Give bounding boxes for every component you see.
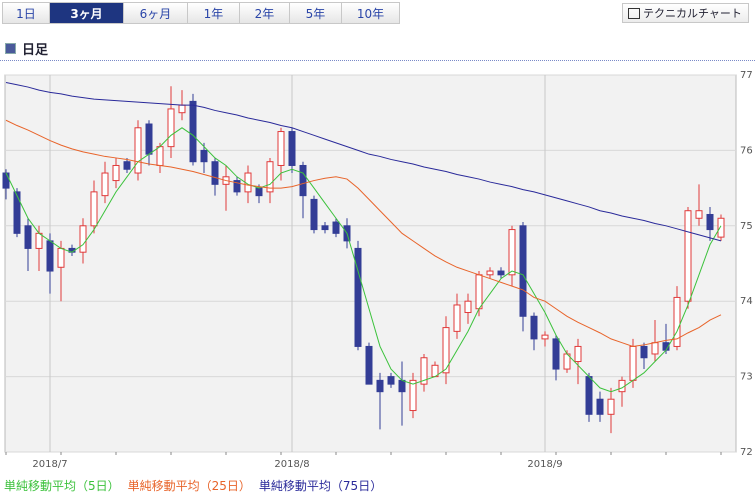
ma-line	[5, 82, 722, 242]
candle-body	[2, 172, 10, 189]
candle-body	[530, 315, 538, 340]
plot-area	[4, 74, 737, 453]
candle-body	[332, 221, 340, 234]
candle-body	[376, 379, 384, 393]
candle-body	[365, 345, 373, 385]
period-tab[interactable]: 2年	[240, 2, 290, 24]
candle-body	[354, 247, 362, 347]
candle-body	[629, 345, 637, 381]
candle-body	[519, 225, 527, 317]
candle-body	[574, 345, 582, 363]
candle-body	[299, 164, 307, 197]
candle-body	[497, 270, 505, 276]
candle-body	[46, 240, 54, 272]
candle-body	[178, 104, 186, 114]
legend-entry: 単純移動平均（75日）	[258, 479, 383, 493]
candle-body	[684, 210, 692, 302]
y-tick-label: 77	[740, 70, 753, 81]
candle-body	[255, 187, 263, 197]
candle-body	[464, 300, 472, 314]
candle-body	[541, 334, 549, 340]
candle-body	[167, 108, 175, 148]
candle-body	[156, 146, 164, 166]
candle-body	[585, 376, 593, 415]
candle-body	[90, 191, 98, 227]
candle-body	[321, 225, 329, 231]
x-tick-label: 2018/9	[527, 459, 562, 470]
candle-body	[673, 296, 681, 347]
candle-body	[717, 217, 725, 238]
candle-body	[79, 225, 87, 253]
candle-body	[189, 100, 197, 163]
candle-body	[552, 338, 560, 370]
candle-body	[200, 149, 208, 163]
period-tab[interactable]: 1日	[2, 2, 50, 24]
candle-body	[13, 191, 21, 234]
candle-body	[35, 232, 43, 249]
candle-body	[508, 229, 516, 276]
ma-line	[5, 119, 722, 347]
x-tick-label: 2018/8	[274, 459, 309, 470]
y-tick-label: 75	[740, 221, 753, 232]
period-tab[interactable]: 3ヶ月	[50, 2, 124, 24]
y-tick-label: 73	[740, 372, 753, 383]
candle-body	[123, 161, 131, 170]
candle-body	[706, 213, 714, 231]
legend-entry: 単純移動平均（5日）	[4, 479, 120, 493]
divider	[0, 60, 755, 61]
candle-body	[112, 164, 120, 182]
candle-body	[475, 274, 483, 310]
period-tab[interactable]: 1年	[188, 2, 240, 24]
candle-body	[233, 180, 241, 193]
candle-body	[695, 210, 703, 219]
candle-body	[387, 376, 395, 385]
section-header: 日足	[0, 38, 755, 60]
period-tab[interactable]: 6ヶ月	[124, 2, 188, 24]
y-tick-label: 72	[740, 447, 753, 458]
candle-body	[145, 123, 153, 155]
technical-chart-button[interactable]: テクニカルチャート	[622, 3, 749, 23]
y-tick-label: 76	[740, 145, 753, 156]
candle-body	[651, 342, 659, 355]
candle-body	[57, 247, 65, 268]
candle-body	[101, 172, 109, 197]
candle-body	[24, 225, 32, 249]
candle-body	[266, 161, 274, 193]
period-tabs: 1日 3ヶ月 6ヶ月 1年 2年 5年 10年	[2, 2, 400, 24]
candle-body	[607, 398, 615, 415]
candle-body	[277, 131, 285, 166]
period-tab[interactable]: 5年	[290, 2, 342, 24]
y-tick-label: 74	[740, 296, 753, 307]
candle-body	[211, 161, 219, 185]
button-label: テクニカルチャート	[643, 7, 742, 20]
candle-body	[442, 327, 450, 374]
section-title: 日足	[22, 43, 49, 58]
candle-body	[453, 304, 461, 332]
legend: 単純移動平均（5日） 単純移動平均（25日） 単純移動平均（75日）	[4, 477, 390, 493]
candle-body	[398, 379, 406, 393]
candle-body	[409, 379, 417, 412]
candle-body	[640, 345, 648, 359]
candle-body	[134, 127, 142, 174]
candle-body	[486, 270, 494, 276]
legend-entry: 単純移動平均（25日）	[127, 479, 251, 493]
x-tick-label: 2018/7	[32, 459, 67, 470]
candle-body	[288, 131, 296, 166]
period-tab[interactable]: 10年	[342, 2, 400, 24]
ma-line	[5, 127, 722, 393]
candle-body	[596, 398, 604, 415]
candle-body	[310, 198, 318, 231]
candle-body	[420, 357, 428, 385]
